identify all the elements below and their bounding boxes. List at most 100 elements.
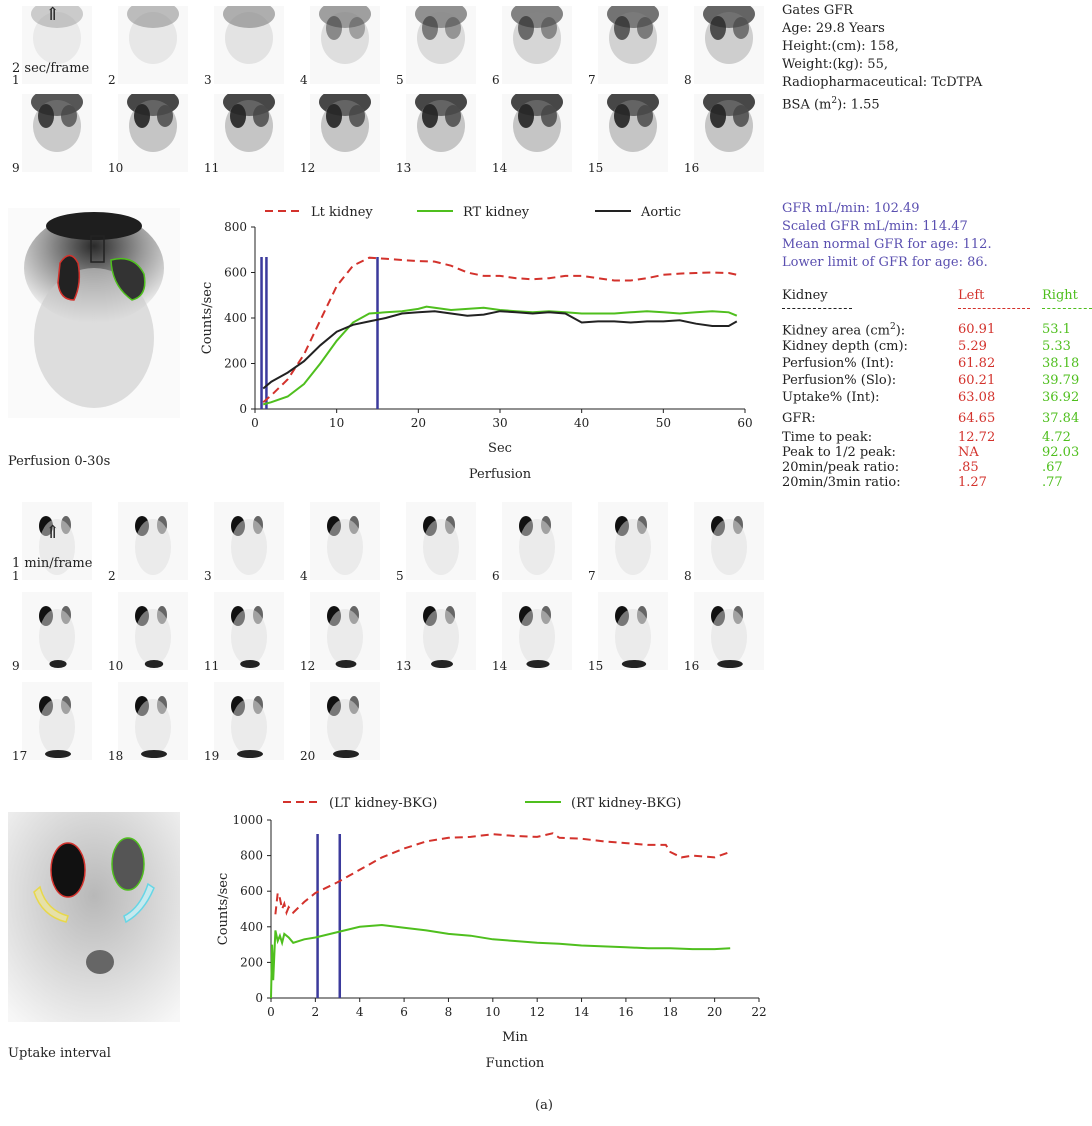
timing-row-right: .67 [1042,460,1063,475]
timing-row-left: 12.72 [958,430,996,445]
timing-row-label: Time to peak: [782,430,873,445]
function-chart: 0 200 400 600 800 1000 0 2 4 6 8 10 12 14 16 18 20 22 Min F… [216,796,767,1071]
x-tick-label: 20 [411,416,426,430]
perfusion-frame-number: 11 [204,161,220,175]
report-title: Gates GFR [782,3,854,18]
function-frame-13 [406,592,476,670]
radiopharmaceutical: Radiopharmaceutical: TcDTPA [782,75,983,90]
function-frame-5 [406,502,476,580]
x-tick-label: 22 [751,1005,766,1019]
perfusion-frame-number: 16 [684,161,700,175]
function-frame-number: 8 [684,569,692,583]
x-axis-label: Min [502,1030,528,1045]
patient-age: Age: 29.8 Years [782,21,885,36]
function-frame-15 [598,592,668,670]
scaled-gfr: Scaled GFR mL/min: 114.47 [782,219,968,234]
kidney-row-left: 64.65 [958,411,996,426]
x-tick-label: 30 [492,416,507,430]
function-frame-number: 4 [300,569,308,583]
perfusion-frame-number: 1 [12,73,20,87]
perfusion-frame-14 [502,94,572,172]
function-frame-10 [118,592,188,670]
perfusion-frame-number: 8 [684,73,692,87]
y-tick-label: 800 [240,849,263,863]
perfusion-frame-15 [598,94,668,172]
frame-arrow-2: ⇑ [45,522,61,543]
function-frame-9 [22,592,92,670]
chart-title: Perfusion [469,467,532,482]
x-tick-label: 12 [530,1005,545,1019]
function-frame-8 [694,502,764,580]
perfusion-frame-9 [22,94,92,172]
panel-label: (a) [535,1098,553,1113]
perfusion-frame-number: 14 [492,161,508,175]
x-tick-label: 40 [574,416,589,430]
y-tick-label: 800 [224,220,247,234]
series-line-0 [262,256,738,403]
gfr-value: GFR mL/min: 102.49 [782,201,920,216]
function-frame-number: 1 [12,569,20,583]
legend-label: (LT kidney-BKG) [329,796,437,811]
uptake-image-caption: Uptake interval [8,1046,111,1061]
function-frame-number: 17 [12,749,28,763]
uptake-summed-image [8,812,180,1022]
patient-height: Height:(cm): 158, [782,39,899,54]
function-frame-number: 13 [396,659,412,673]
perfusion-frame-number: 2 [108,73,116,87]
perfusion-frame-7 [598,6,668,84]
perfusion-image-caption: Perfusion 0-30s [8,454,111,469]
function-frame-20 [310,682,380,760]
kidney-row-label: GFR: [782,411,816,426]
perfusion-frame-10 [118,94,188,172]
y-tick-label: 600 [224,266,247,280]
y-tick-label: 400 [240,920,263,934]
kidney-table: Kidney Left Right Kidney area (cm2): 60.91 53… [782,288,1092,528]
x-tick-label: 10 [485,1005,500,1019]
x-tick-label: 10 [329,416,344,430]
perfusion-frame-13 [406,94,476,172]
function-frame-19 [214,682,284,760]
patient-bsa: BSA (m2): 1.55 [782,96,880,113]
function-frame-18 [118,682,188,760]
timing-row-right: 92.03 [1042,445,1080,460]
y-tick-label: 200 [224,357,247,371]
x-tick-label: 6 [400,1005,408,1019]
timing-row-label: 20min/peak ratio: [782,460,900,475]
function-frame-3 [214,502,284,580]
lower-limit-gfr: Lower limit of GFR for age: 86. [782,255,988,270]
perfusion-frame-number: 10 [108,161,124,175]
x-tick-label: 20 [707,1005,722,1019]
function-frame-4 [310,502,380,580]
kidney-row-label: Kidney depth (cm): [782,339,908,354]
series-line-0 [274,832,731,916]
kidney-row-left: 60.91 [958,322,996,337]
timing-row-label: Peak to 1/2 peak: [782,445,896,460]
function-frame-number: 3 [204,569,212,583]
function-frame-number: 19 [204,749,220,763]
kidney-row-left: 61.82 [958,356,996,371]
function-frame-number: 16 [684,659,700,673]
function-frame-number: 18 [108,749,124,763]
kidney-row-right: 36.92 [1042,390,1080,405]
function-frame-number: 2 [108,569,116,583]
x-axis-label: Sec [488,441,512,456]
kidney-row-left: 63.08 [958,390,996,405]
timing-row-left: .85 [958,460,979,475]
timing-row-left: 1.27 [958,475,987,490]
function-frame-7 [598,502,668,580]
x-tick-label: 16 [618,1005,633,1019]
perfusion-frame-12 [310,94,380,172]
perfusion-frame-5 [406,6,476,84]
kidney-row-right: 53.1 [1042,322,1071,337]
function-frame-number: 12 [300,659,316,673]
kidney-row-right: 5.33 [1042,339,1071,354]
function-frame-number: 20 [300,749,316,763]
perfusion-frame-6 [502,6,572,84]
kidney-row-left: 5.29 [958,339,987,354]
function-frame-6 [502,502,572,580]
perfusion-frame-number: 13 [396,161,412,175]
perfusion-frame-number: 7 [588,73,596,87]
kidney-row-label: Perfusion% (Slo): [782,373,897,388]
perfusion-summed-image [8,208,180,418]
y-axis-label: Counts/sec [200,282,215,354]
